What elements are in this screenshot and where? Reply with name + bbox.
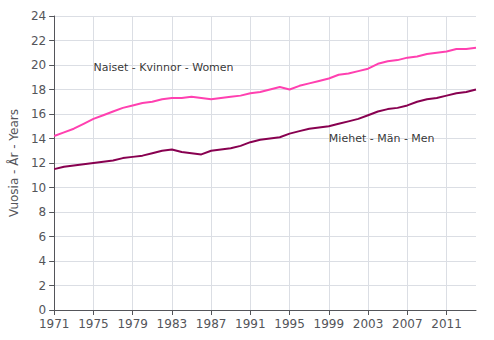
svg-text:24: 24 bbox=[31, 9, 46, 23]
svg-text:14: 14 bbox=[31, 132, 46, 146]
svg-text:1999: 1999 bbox=[314, 317, 345, 331]
svg-text:1991: 1991 bbox=[235, 317, 266, 331]
svg-text:16: 16 bbox=[31, 107, 46, 121]
svg-text:0: 0 bbox=[39, 303, 47, 317]
svg-text:2011: 2011 bbox=[431, 317, 462, 331]
svg-text:4: 4 bbox=[39, 254, 47, 268]
svg-text:2003: 2003 bbox=[353, 317, 384, 331]
svg-text:1987: 1987 bbox=[196, 317, 227, 331]
svg-text:2007: 2007 bbox=[392, 317, 423, 331]
svg-text:12: 12 bbox=[31, 156, 46, 170]
svg-text:1971: 1971 bbox=[39, 317, 70, 331]
svg-text:22: 22 bbox=[31, 34, 46, 48]
svg-text:6: 6 bbox=[39, 230, 47, 244]
svg-text:18: 18 bbox=[31, 83, 46, 97]
svg-text:1979: 1979 bbox=[117, 317, 148, 331]
svg-text:10: 10 bbox=[31, 181, 46, 195]
svg-text:Miehet - Män - Men: Miehet - Män - Men bbox=[329, 132, 435, 145]
svg-text:2: 2 bbox=[39, 279, 47, 293]
svg-text:1975: 1975 bbox=[78, 317, 109, 331]
svg-text:1983: 1983 bbox=[157, 317, 188, 331]
svg-text:1995: 1995 bbox=[274, 317, 305, 331]
svg-text:Vuosia - År - Years: Vuosia - År - Years bbox=[6, 109, 21, 217]
svg-text:Naiset - Kvinnor - Women: Naiset - Kvinnor - Women bbox=[93, 61, 233, 74]
svg-text:8: 8 bbox=[39, 205, 47, 219]
svg-text:20: 20 bbox=[31, 58, 46, 72]
